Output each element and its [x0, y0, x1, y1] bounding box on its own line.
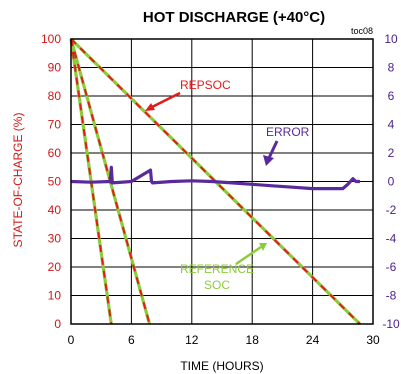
chart-title: HOT DISCHARGE (+40°C) [143, 9, 325, 26]
y-tick-label-right: -10 [382, 317, 400, 331]
y-tick-label-right: 2 [388, 146, 395, 160]
y-axis-label-left: STATE-OF-CHARGE (%) [11, 113, 25, 248]
x-tick-label: 12 [185, 333, 199, 347]
y-tick-label-right: 0 [388, 175, 395, 189]
series-layer [69, 37, 362, 326]
y-tick-label-left: 30 [48, 232, 62, 246]
y-tick-label-left: 0 [54, 317, 61, 331]
y-tick-label-right: -2 [386, 203, 397, 217]
right-axis-ticks: -10 -8 -6 -4 -2 0 2 4 6 8 10 [382, 32, 400, 331]
annotations: REPSOC ERROR REFERENCE SOC [145, 78, 310, 292]
y-tick-label-left: 90 [48, 61, 62, 75]
left-axis-ticks: 0 10 20 30 40 50 60 70 80 90 100 [41, 32, 61, 331]
annotation-repsoc-arrow [149, 91, 181, 110]
y-tick-label-left: 70 [48, 118, 62, 132]
annotation-repsoc-arrowhead [145, 103, 155, 111]
y-tick-label-left: 50 [48, 175, 62, 189]
x-axis-label: TIME (HOURS) [180, 359, 263, 373]
annotation-reference-line1: REFERENCE [180, 262, 254, 276]
annotation-reference-arrow [235, 245, 262, 266]
annotation-error: ERROR [266, 125, 310, 139]
x-tick-label: 6 [128, 333, 135, 347]
series-error-line [70, 165, 360, 191]
annotation-reference-arrowhead [259, 243, 267, 251]
x-tick-label: 0 [68, 333, 75, 347]
y-tick-label-right: 10 [384, 32, 398, 46]
x-tick-label: 24 [306, 333, 320, 347]
annotation-reference-line2: SOC [204, 278, 230, 292]
x-axis-ticks: 0 6 12 18 24 30 [68, 333, 380, 347]
y-tick-label-left: 10 [48, 289, 62, 303]
y-tick-label-left: 20 [48, 260, 62, 274]
annotation-error-arrow [267, 140, 279, 159]
y-tick-label-right: 8 [388, 61, 395, 75]
plot-frame [70, 38, 374, 325]
x-tick-label: 30 [366, 333, 380, 347]
y-tick-label-right: 4 [388, 118, 395, 132]
series-repsoc-line [70, 38, 361, 325]
x-tick-label: 18 [246, 333, 260, 347]
y-tick-label-right: -4 [386, 232, 397, 246]
annotation-error-arrowhead [263, 155, 274, 166]
y-tick-label-right: -6 [386, 260, 397, 274]
y-tick-label-right: 6 [388, 89, 395, 103]
y-tick-label-left: 80 [48, 89, 62, 103]
figure-code: toc08 [351, 26, 373, 36]
y-tick-label-left: 40 [48, 203, 62, 217]
y-tick-label-right: -8 [386, 289, 397, 303]
annotation-repsoc: REPSOC [180, 78, 231, 92]
grid-lines [71, 39, 373, 324]
y-tick-label-left: 60 [48, 146, 62, 160]
y-tick-label-left: 100 [41, 32, 61, 46]
